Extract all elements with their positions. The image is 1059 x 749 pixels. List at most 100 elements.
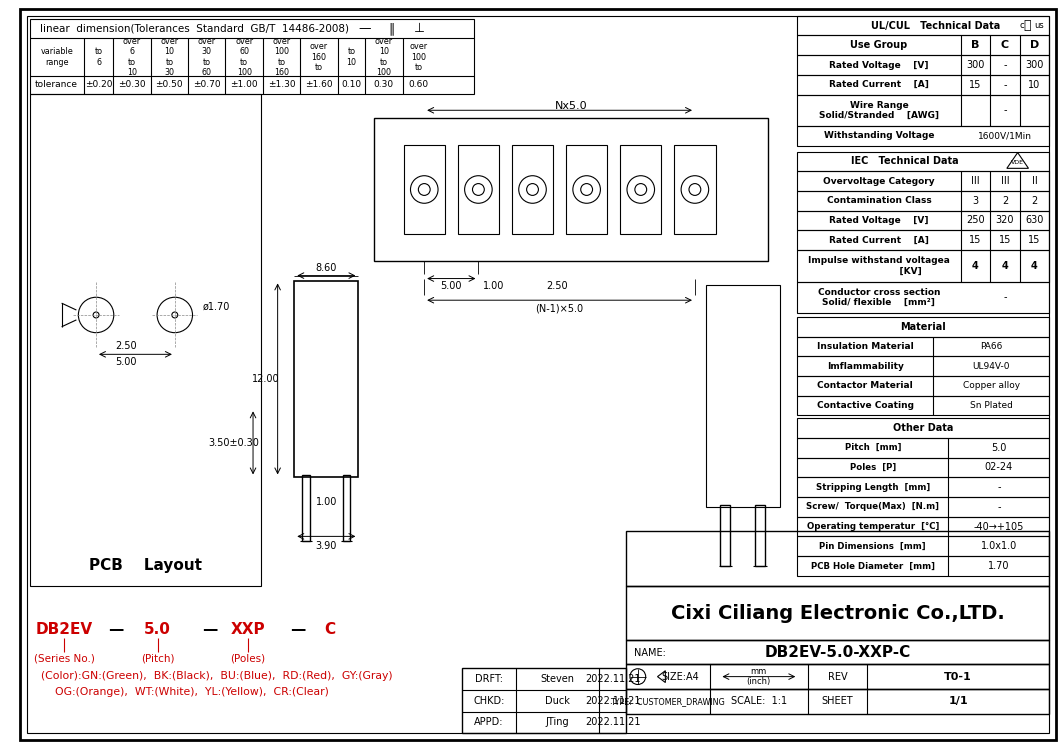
Text: ±1.60: ±1.60 bbox=[305, 80, 333, 89]
Text: —: — bbox=[202, 622, 217, 637]
Bar bbox=[797, 517, 1049, 536]
Text: CHKD:: CHKD: bbox=[473, 696, 504, 706]
Bar bbox=[797, 16, 1049, 35]
Bar bbox=[797, 458, 1049, 477]
Text: C: C bbox=[1001, 40, 1009, 50]
Text: VDE: VDE bbox=[1011, 160, 1024, 165]
Text: UL94V-0: UL94V-0 bbox=[972, 362, 1010, 371]
Text: Contactive Coating: Contactive Coating bbox=[816, 401, 914, 410]
Text: (Series No.): (Series No.) bbox=[34, 653, 94, 664]
Bar bbox=[626, 640, 1049, 664]
Bar bbox=[294, 281, 358, 477]
Text: Sn Plated: Sn Plated bbox=[970, 401, 1012, 410]
Text: 4: 4 bbox=[972, 261, 979, 270]
Bar bbox=[626, 689, 1049, 714]
Bar bbox=[705, 285, 779, 507]
Bar bbox=[797, 536, 1049, 556]
Text: 3.90: 3.90 bbox=[316, 542, 337, 551]
Text: 15: 15 bbox=[999, 235, 1011, 245]
Bar bbox=[302, 476, 310, 542]
Text: over
6
to
10: over 6 to 10 bbox=[123, 37, 141, 77]
Bar bbox=[797, 210, 1049, 231]
Text: SCALE:  1:1: SCALE: 1:1 bbox=[731, 697, 787, 706]
Text: Contamination Class: Contamination Class bbox=[826, 196, 931, 205]
Text: Rated Voltage    [V]: Rated Voltage [V] bbox=[829, 216, 929, 225]
Text: III: III bbox=[1001, 176, 1009, 187]
Text: 15: 15 bbox=[969, 79, 982, 90]
Text: 3.50±0.30: 3.50±0.30 bbox=[208, 438, 258, 448]
Text: over
100
to
160: over 100 to 160 bbox=[272, 37, 290, 77]
Text: 5.0: 5.0 bbox=[991, 443, 1006, 453]
Bar bbox=[343, 476, 351, 542]
Text: Use Group: Use Group bbox=[850, 40, 908, 50]
Text: 5.00: 5.00 bbox=[114, 357, 137, 367]
Text: ø1.70: ø1.70 bbox=[202, 302, 230, 312]
Bar bbox=[797, 477, 1049, 497]
Text: DB2EV-5.0-XXP-C: DB2EV-5.0-XXP-C bbox=[765, 645, 911, 660]
Text: ∥: ∥ bbox=[389, 22, 395, 35]
Bar bbox=[797, 336, 1049, 357]
Text: over
160
to: over 160 to bbox=[310, 42, 328, 72]
Text: —: — bbox=[290, 622, 306, 637]
Text: 2.50: 2.50 bbox=[546, 282, 568, 291]
Text: over
10
to
100: over 10 to 100 bbox=[375, 37, 393, 77]
Text: 0.60: 0.60 bbox=[409, 80, 429, 89]
Bar bbox=[720, 505, 731, 566]
Text: ±0.20: ±0.20 bbox=[85, 80, 112, 89]
Text: Other Data: Other Data bbox=[893, 423, 953, 433]
Text: Material: Material bbox=[900, 322, 946, 332]
Text: 2.50: 2.50 bbox=[114, 342, 137, 351]
Text: B: B bbox=[971, 40, 980, 50]
Text: C: C bbox=[324, 622, 336, 637]
Text: Stripping Length  [mm]: Stripping Length [mm] bbox=[815, 482, 930, 491]
Text: 300: 300 bbox=[1025, 60, 1043, 70]
Text: us: us bbox=[1035, 21, 1044, 30]
Text: 15: 15 bbox=[1028, 235, 1041, 245]
Text: —: — bbox=[109, 622, 124, 637]
Bar bbox=[755, 505, 765, 566]
Text: XXP: XXP bbox=[231, 622, 266, 637]
Text: Rated Voltage    [V]: Rated Voltage [V] bbox=[829, 61, 929, 70]
Text: ⊥: ⊥ bbox=[414, 22, 425, 35]
Text: Impulse withstand voltagea
                    [KV]: Impulse withstand voltagea [KV] bbox=[808, 256, 950, 276]
Text: 10: 10 bbox=[1028, 79, 1041, 90]
Text: -: - bbox=[1003, 106, 1007, 115]
Bar bbox=[797, 497, 1049, 517]
Text: 4: 4 bbox=[1031, 261, 1038, 270]
Text: linear  dimension(Tolerances  Standard  GB/T  14486-2008): linear dimension(Tolerances Standard GB/… bbox=[40, 24, 348, 34]
Text: TYPE:  CUSTOMER_DRAWING: TYPE: CUSTOMER_DRAWING bbox=[610, 697, 725, 706]
Text: Cixi Ciliang Electronic Co.,LTD.: Cixi Ciliang Electronic Co.,LTD. bbox=[670, 604, 1004, 622]
Text: 3: 3 bbox=[972, 195, 979, 206]
Bar bbox=[675, 145, 716, 234]
Text: tolerance: tolerance bbox=[35, 80, 78, 89]
Text: UL/CUL   Technical Data: UL/CUL Technical Data bbox=[872, 21, 1001, 31]
Text: Operating temperatur  [°C]: Operating temperatur [°C] bbox=[807, 522, 939, 531]
Text: over
30
to
60: over 30 to 60 bbox=[198, 37, 216, 77]
Bar bbox=[797, 231, 1049, 250]
Text: (Color):GN:(Green),  BK:(Black),  BU:(Blue),  RD:(Red),  GY:(Gray): (Color):GN:(Green), BK:(Black), BU:(Blue… bbox=[41, 671, 393, 681]
Text: ±1.00: ±1.00 bbox=[231, 80, 258, 89]
Text: APPD:: APPD: bbox=[474, 718, 503, 727]
Text: (inch): (inch) bbox=[747, 677, 771, 686]
Text: 8.60: 8.60 bbox=[316, 263, 337, 273]
Text: Screw/  Torque(Max)  [N.m]: Screw/ Torque(Max) [N.m] bbox=[806, 503, 939, 512]
Text: REV: REV bbox=[828, 672, 847, 682]
Bar bbox=[30, 94, 261, 586]
Text: (Poles): (Poles) bbox=[231, 653, 266, 664]
Text: (Pitch): (Pitch) bbox=[141, 653, 175, 664]
Text: Copper alloy: Copper alloy bbox=[963, 381, 1020, 390]
Text: 2: 2 bbox=[1002, 195, 1008, 206]
Text: -: - bbox=[997, 482, 1001, 492]
Text: -: - bbox=[1003, 60, 1007, 70]
Text: DRFT:: DRFT: bbox=[474, 674, 503, 684]
Bar bbox=[797, 75, 1049, 94]
Bar bbox=[797, 395, 1049, 416]
Text: 1.0x1.0: 1.0x1.0 bbox=[981, 542, 1017, 551]
Text: Rated Current    [A]: Rated Current [A] bbox=[829, 236, 929, 245]
Bar bbox=[797, 35, 1049, 55]
Text: 2022.11.21: 2022.11.21 bbox=[585, 696, 641, 706]
Text: 5.0: 5.0 bbox=[144, 622, 170, 637]
Text: 320: 320 bbox=[995, 216, 1015, 225]
Text: mm: mm bbox=[751, 667, 767, 676]
Text: Wire Range
Solid/Stranded    [AWG]: Wire Range Solid/Stranded [AWG] bbox=[819, 100, 939, 120]
